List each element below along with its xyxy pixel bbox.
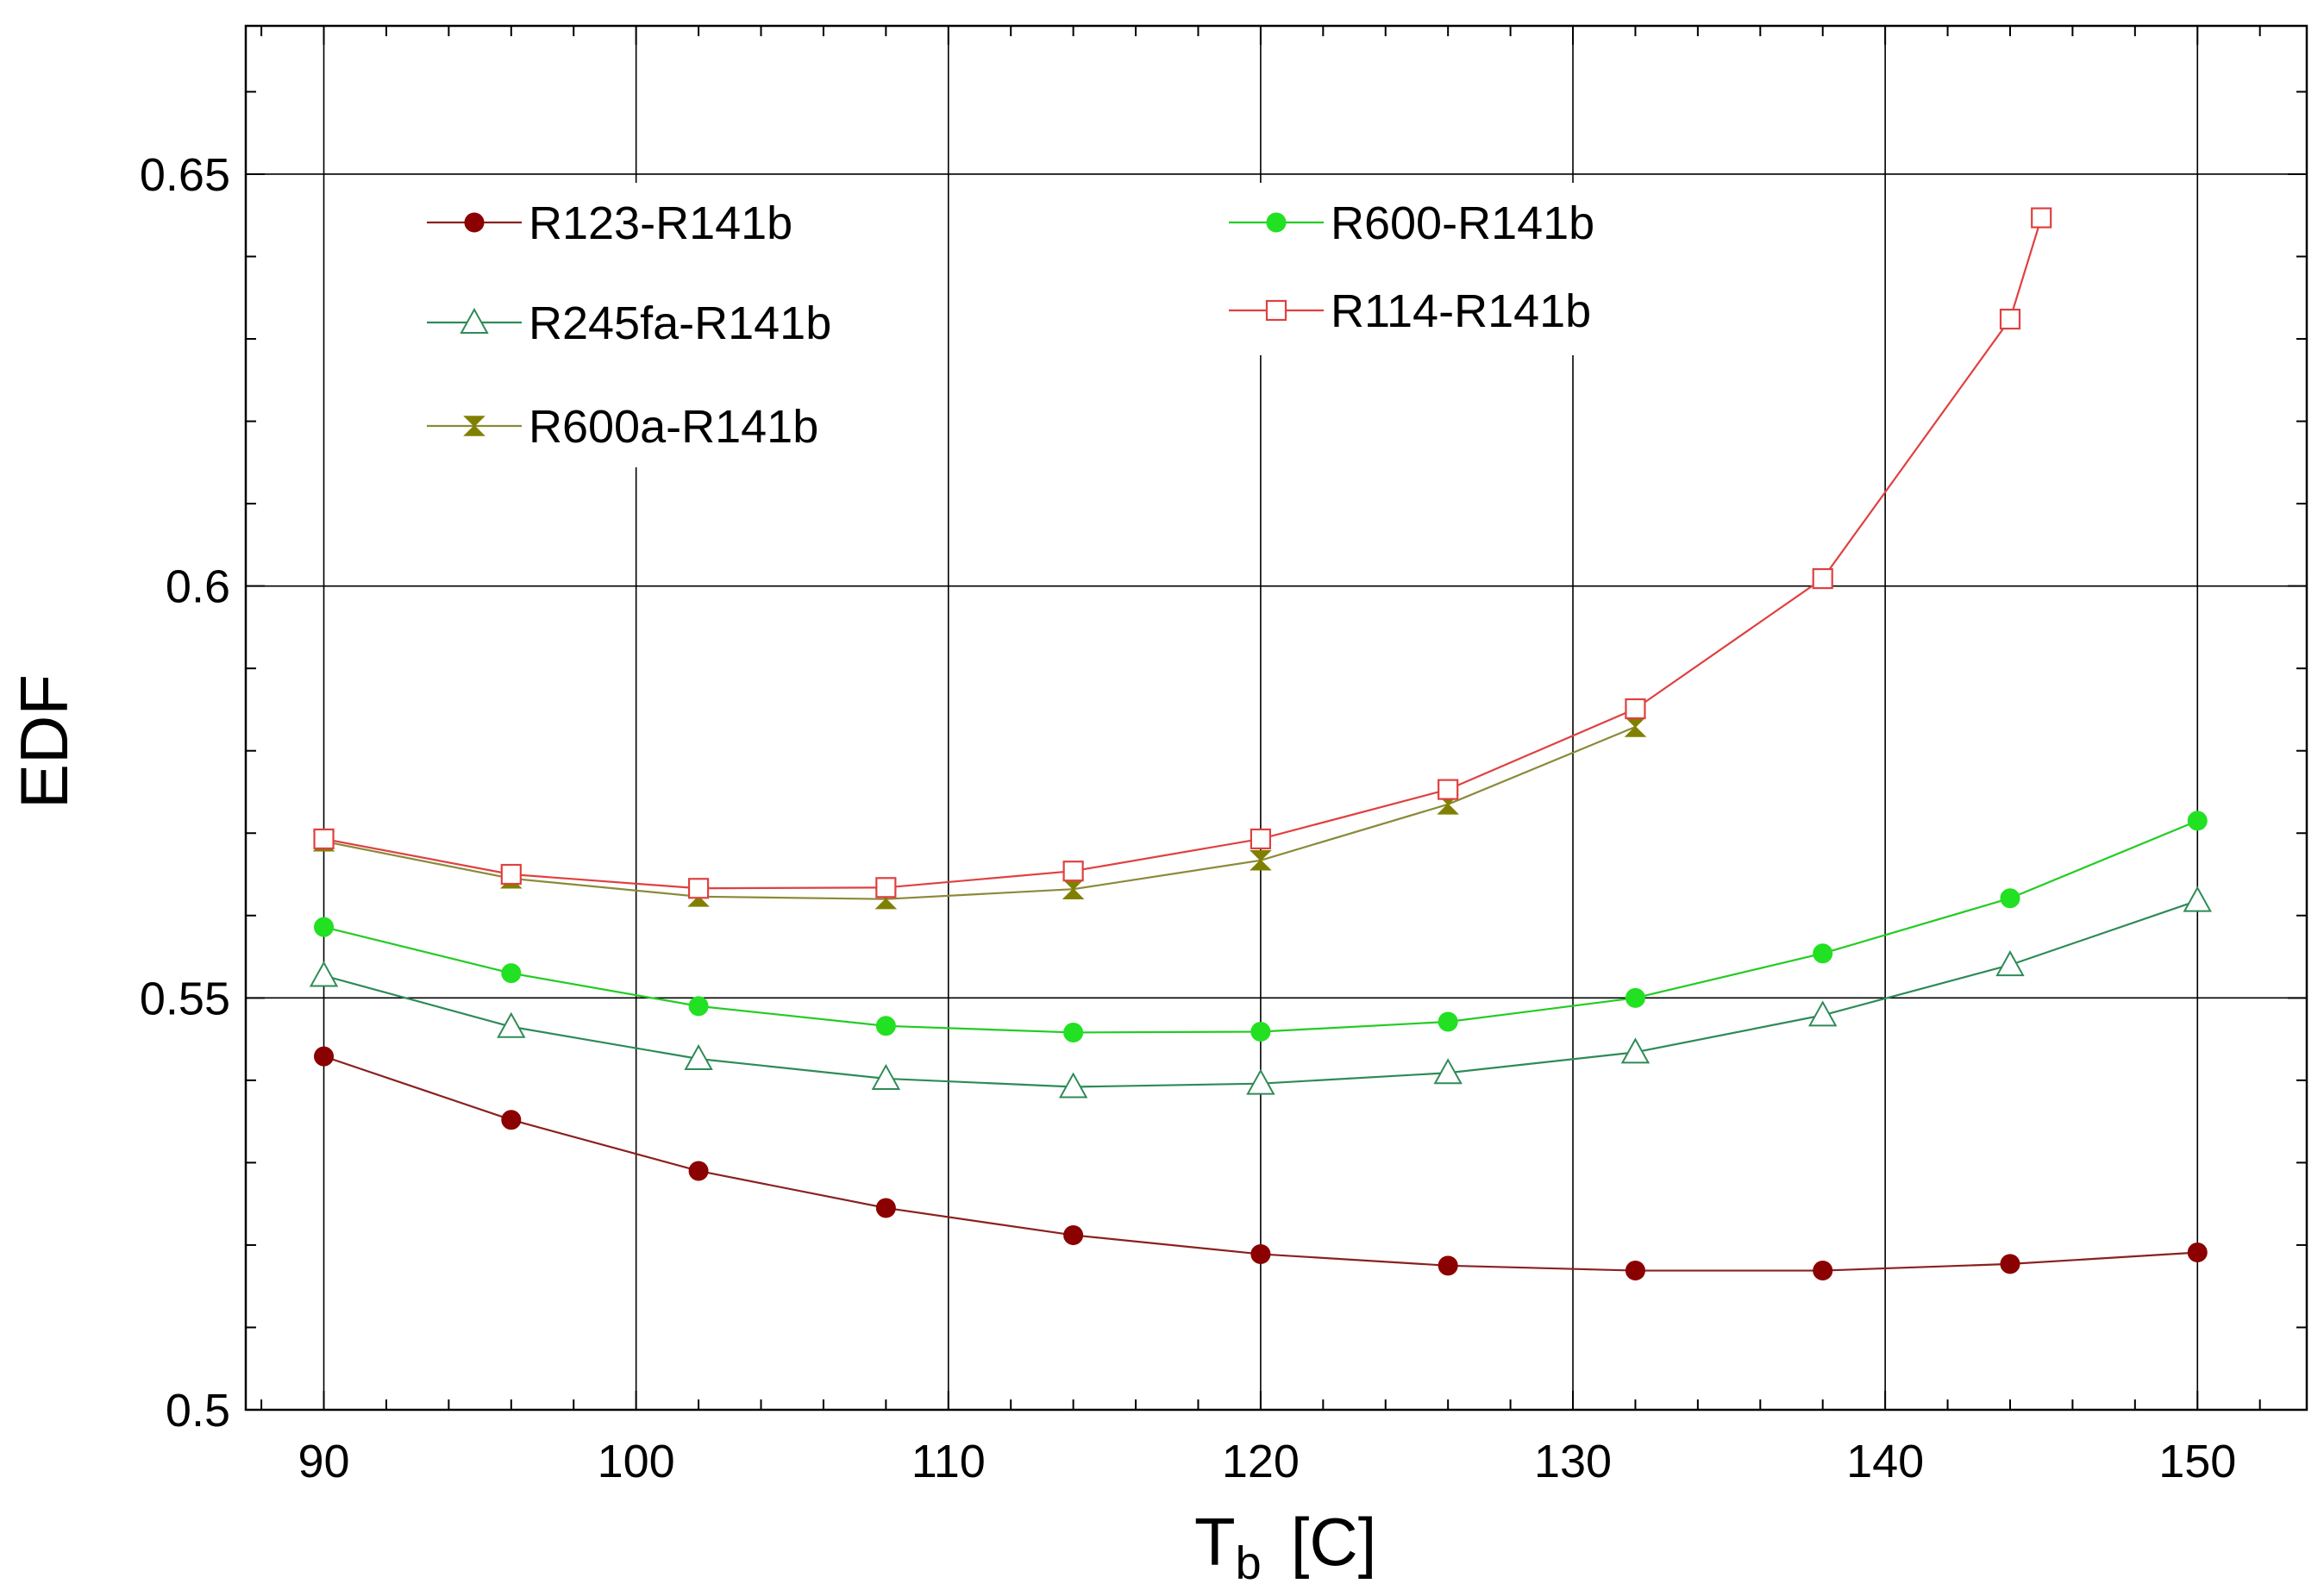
legend-marker [464,212,485,233]
data-point-R123-R141b [1813,1261,1833,1281]
legend-background-right [1229,183,1651,355]
legend-label: R600-R141b [1331,197,1594,249]
data-point-R600a-R141b [1250,850,1272,871]
y-tick-label: 0.6 [166,561,230,613]
legend: R123-R141b R245fa-R141b R600a-R141b R600-R1… [427,183,1651,467]
ticks: 90 100 110 120 130 140 150 0.5 0.55 0.6 0.65 [140,26,2307,1487]
series-R114-R141b [313,207,2052,899]
data-point-R114-R141b [1625,698,1646,720]
data-point-R114-R141b [2031,207,2052,228]
x-axis-title-unit: [C] [1291,1504,1377,1580]
x-tick-label: 90 [298,1436,349,1487]
data-point-R245fa-R141b [1246,1068,1275,1095]
series-R123-R141b [314,1046,2208,1281]
data-point-R600-R141b [688,996,709,1017]
y-axis-title: EDF [6,674,82,809]
x-tick-label: 130 [1534,1436,1612,1487]
legend-label: R600a-R141b [529,401,818,453]
legend-background-left [427,183,897,467]
legend-entry: R123-R141b [427,197,792,249]
data-point-R600-R141b [501,963,522,984]
legend-label: R123-R141b [529,197,792,249]
data-point-R123-R141b [1250,1243,1271,1264]
x-axis-title: Tb [C] [1194,1504,1376,1589]
data-point-R600-R141b [1813,943,1833,964]
data-point-R114-R141b [1438,779,1459,800]
legend-entry: R114-R141b [1229,285,1591,337]
x-tick-label: 100 [598,1436,675,1487]
x-tick-label: 120 [1222,1436,1300,1487]
data-point-R114-R141b [500,863,522,886]
series-R600-R141b [314,811,2208,1042]
series-line-R600a-R141b [323,725,1636,900]
data-point-R600-R141b [875,1016,896,1036]
data-point-R600-R141b [1438,1011,1458,1032]
data-point-R600-R141b [2000,888,2020,909]
data-point-R123-R141b [314,1046,335,1067]
data-point-R114-R141b [875,877,897,898]
data-point-R114-R141b [1812,567,1833,590]
legend-marker [1265,299,1287,322]
data-point-R245fa-R141b [497,1011,526,1038]
data-point-R123-R141b [501,1110,522,1130]
y-tick-label: 0.55 [140,973,230,1024]
data-point-R114-R141b [687,878,710,899]
data-point-R600-R141b [1063,1022,1084,1042]
x-tick-label: 110 [911,1436,986,1487]
legend-entry: R245fa-R141b [427,297,831,349]
plot-frame [244,24,2308,1412]
legend-label: R114-R141b [1331,285,1591,337]
x-axis-title-subscript: b [1236,1537,1262,1589]
data-point-R114-R141b [1062,861,1084,882]
legend-entry: R600-R141b [1229,197,1594,249]
data-point-R123-R141b [2187,1243,2208,1263]
data-point-R245fa-R141b [309,961,339,987]
legend-label: R245fa-R141b [529,297,831,349]
data-point-R600-R141b [1250,1021,1271,1042]
data-point-R123-R141b [688,1161,709,1181]
y-tick-label: 0.5 [166,1385,230,1437]
data-point-R114-R141b [313,828,335,850]
series-R245fa-R141b [309,886,2212,1099]
data-point-R245fa-R141b [2183,886,2212,912]
data-point-R245fa-R141b [1620,1037,1651,1064]
series-layer [309,207,2212,1281]
data-point-R245fa-R141b [684,1043,713,1071]
legend-marker [463,416,485,436]
legend-marker [460,307,489,334]
x-axis-title-main: T [1194,1504,1236,1580]
legend-entry: R600a-R141b [427,401,818,453]
data-point-R114-R141b [1999,309,2021,330]
data-point-R600-R141b [2187,811,2208,831]
data-point-R123-R141b [2000,1254,2020,1274]
legend-marker [1266,212,1287,233]
data-point-R123-R141b [1438,1255,1458,1276]
data-point-R114-R141b [1250,828,1271,850]
data-point-R123-R141b [1063,1224,1084,1245]
data-point-R245fa-R141b [1995,950,2025,977]
data-point-R245fa-R141b [1433,1058,1463,1085]
data-point-R245fa-R141b [871,1063,901,1090]
plot-border [244,24,2308,1412]
data-point-R600-R141b [1625,987,1645,1008]
y-tick-label: 0.65 [140,149,230,201]
data-point-R600-R141b [314,917,335,937]
data-point-R123-R141b [875,1198,896,1218]
data-point-R123-R141b [1625,1261,1645,1281]
x-tick-label: 140 [1846,1436,1924,1487]
data-point-R245fa-R141b [1808,1000,1838,1027]
x-tick-label: 150 [2158,1436,2236,1487]
data-point-R245fa-R141b [1058,1072,1088,1099]
